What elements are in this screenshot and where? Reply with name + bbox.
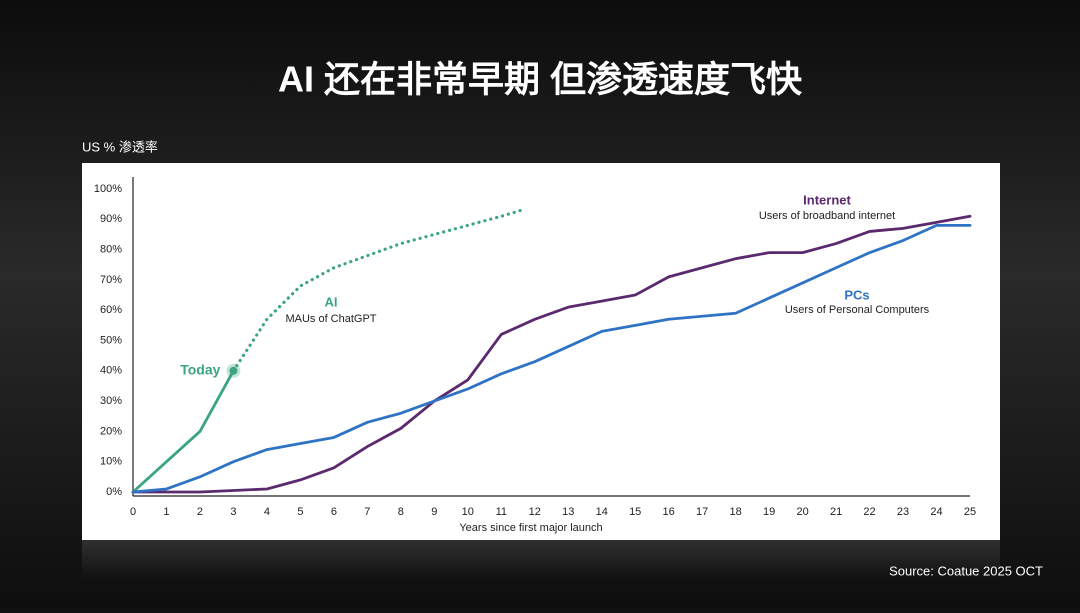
today-point bbox=[229, 366, 238, 375]
x-tick-label: 12 bbox=[529, 506, 541, 518]
source: Source: Coatue 2025 OCT bbox=[889, 563, 1043, 578]
x-tick-label: 1 bbox=[163, 506, 169, 518]
x-tick-label: 0 bbox=[130, 506, 136, 518]
y-tick-label: 80% bbox=[100, 244, 122, 256]
y-tick-label: 70% bbox=[100, 274, 122, 286]
y-tick-label: 50% bbox=[100, 334, 122, 346]
x-tick-label: 21 bbox=[830, 506, 842, 518]
series-description: Users of Personal Computers bbox=[785, 304, 930, 316]
y-tick-label: 40% bbox=[100, 365, 122, 377]
x-tick-label: 20 bbox=[796, 506, 808, 518]
y-tick-label: 100% bbox=[94, 183, 122, 195]
y-tick-label: 0% bbox=[106, 486, 122, 498]
x-tick-label: 8 bbox=[398, 506, 404, 518]
y-tick-label: 60% bbox=[100, 304, 122, 316]
x-tick-label: 18 bbox=[730, 506, 742, 518]
x-tick-label: 7 bbox=[364, 506, 370, 518]
x-tick-label: 17 bbox=[696, 506, 708, 518]
series-name: PCs bbox=[844, 287, 869, 302]
series-description: Users of broadband internet bbox=[759, 210, 895, 222]
y-tick-label: 90% bbox=[100, 213, 122, 225]
slide-title: AI 还在非常早期 但渗透速度飞快 bbox=[278, 59, 803, 100]
series-name: Internet bbox=[803, 192, 851, 207]
x-tick-label: 14 bbox=[596, 506, 608, 518]
series-description: MAUs of ChatGPT bbox=[285, 313, 376, 325]
x-tick-label: 16 bbox=[663, 506, 675, 518]
x-tick-label: 24 bbox=[930, 506, 942, 518]
annotation: Today bbox=[180, 362, 220, 378]
y-tick-label: 10% bbox=[100, 456, 122, 468]
line bbox=[131, 214, 972, 494]
x-tick-label: 13 bbox=[562, 506, 574, 518]
series-name: AI bbox=[325, 294, 338, 309]
line bbox=[131, 369, 235, 494]
x-tick-label: 5 bbox=[297, 506, 303, 518]
x-tick-label: 15 bbox=[629, 506, 641, 518]
line-projection bbox=[231, 208, 523, 373]
x-tick-label: 19 bbox=[763, 506, 775, 518]
x-tick-label: 23 bbox=[897, 506, 909, 518]
y-tick-label: 30% bbox=[100, 395, 122, 407]
x-tick-label: 9 bbox=[431, 506, 437, 518]
x-tick-label: 3 bbox=[230, 506, 236, 518]
x-tick-label: 10 bbox=[462, 506, 474, 518]
x-tick-label: 25 bbox=[964, 506, 976, 518]
x-axis-title: Years since first major launch bbox=[459, 522, 602, 534]
x-tick-label: 4 bbox=[264, 506, 270, 518]
x-tick-label: 22 bbox=[863, 506, 875, 518]
y-tick-label: 20% bbox=[100, 425, 122, 437]
line bbox=[131, 223, 972, 494]
y-axis-title: US % 渗透率 bbox=[82, 139, 158, 154]
x-tick-label: 11 bbox=[496, 506, 507, 518]
chart-panel bbox=[82, 163, 1000, 540]
x-tick-label: 6 bbox=[331, 506, 337, 518]
x-tick-label: 2 bbox=[197, 506, 203, 518]
panel-reflection bbox=[82, 540, 1000, 580]
